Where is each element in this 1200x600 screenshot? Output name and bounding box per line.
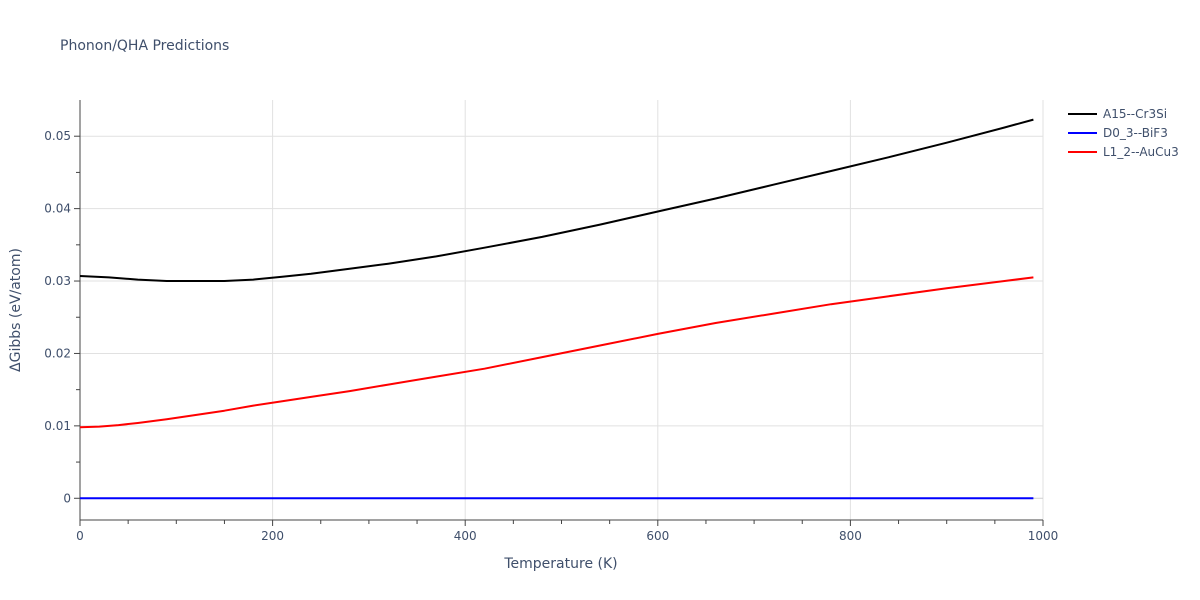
legend-label: D0_3--BiF3 [1103,126,1168,140]
series-line-A15--Cr3Si [79,118,1034,282]
y-tick-label-5: 0.05 [44,129,71,143]
x-tick-label-1: 200 [261,529,284,543]
legend[interactable]: A15--Cr3Si D0_3--BiF3 L1_2--AuCu3 [1068,107,1179,159]
y-tick-label-0: 0 [63,491,71,505]
legend-item-L1_2--AuCu3[interactable]: L1_2--AuCu3 [1068,145,1179,159]
series-layer [79,118,1034,500]
axes: 0 200 400 600 800 1000 0 0.01 0.02 0.03 0.04 0.05 [44,100,1058,543]
x-tick-label-3: 600 [646,529,669,543]
x-tick-label-0: 0 [76,529,84,543]
legend-label: A15--Cr3Si [1103,107,1167,121]
y-axis-label: ΔGibbs (eV/atom) [8,248,24,372]
y-tick-label-2: 0.02 [44,346,71,360]
y-tick-label-3: 0.03 [44,274,71,288]
y-tick-label-4: 0.04 [44,202,71,216]
legend-label: L1_2--AuCu3 [1103,145,1179,159]
y-tick-label-1: 0.01 [44,419,71,433]
x-axis-label: Temperature (K) [503,556,617,572]
x-tick-label-4: 800 [839,529,862,543]
x-tick-label-2: 400 [454,529,477,543]
legend-item-D0_3--BiF3[interactable]: D0_3--BiF3 [1068,126,1168,140]
chart-title: Phonon/QHA Predictions [60,38,229,54]
x-tick-label-5: 1000 [1028,529,1059,543]
grid [80,100,1044,520]
legend-item-A15--Cr3Si[interactable]: A15--Cr3Si [1068,107,1167,121]
series-line-L1_2--AuCu3 [79,276,1034,429]
